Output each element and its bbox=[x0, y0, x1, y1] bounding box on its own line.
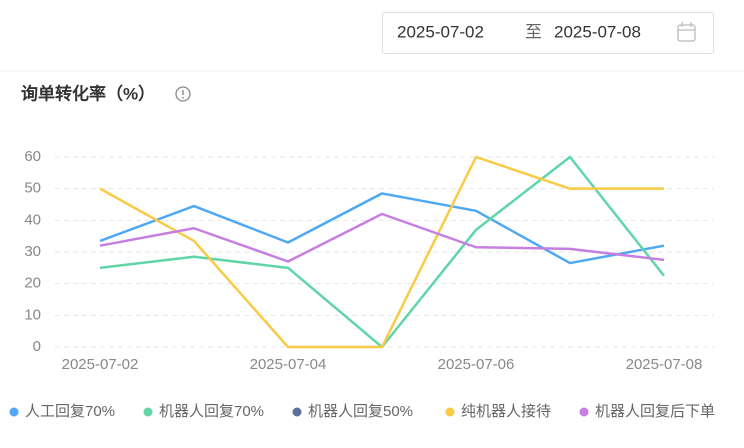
legend-label: 机器人回复后下单 bbox=[595, 402, 715, 420]
x-tick-label: 2025-07-04 bbox=[250, 356, 327, 373]
chart-title: 询单转化率（%） bbox=[21, 83, 155, 103]
legend-label: 人工回复70% bbox=[25, 402, 115, 420]
info-icon[interactable] bbox=[175, 86, 191, 102]
legend-dot bbox=[579, 407, 589, 417]
legend-dot bbox=[9, 407, 19, 417]
legend-dot bbox=[292, 407, 302, 417]
y-tick-label: 10 bbox=[24, 306, 41, 323]
legend-dot bbox=[445, 407, 455, 417]
legend-label: 纯机器人接待 bbox=[461, 403, 551, 420]
date-picker[interactable] bbox=[382, 12, 714, 54]
y-tick-label: 20 bbox=[24, 275, 41, 292]
legend-label: 机器人回复50% bbox=[308, 402, 413, 420]
end-date[interactable]: 2025-07-08 bbox=[554, 22, 641, 41]
y-tick-label: 30 bbox=[24, 243, 41, 260]
legend-label: 机器人回复70% bbox=[159, 402, 264, 420]
date-separator: 至 bbox=[525, 22, 542, 41]
y-tick-label: 50 bbox=[24, 180, 41, 197]
x-tick-label: 2025-07-06 bbox=[438, 356, 515, 373]
calendar-icon[interactable] bbox=[677, 22, 696, 42]
start-date[interactable]: 2025-07-02 bbox=[397, 22, 484, 41]
x-tick-label: 2025-07-02 bbox=[62, 356, 139, 373]
series-line bbox=[99, 212, 665, 263]
series-line bbox=[99, 155, 664, 349]
y-tick-label: 40 bbox=[24, 211, 41, 228]
x-tick-label: 2025-07-08 bbox=[626, 356, 703, 373]
series-line bbox=[99, 192, 665, 265]
legend-dot bbox=[143, 407, 153, 417]
y-tick-label: 0 bbox=[33, 338, 41, 355]
y-tick-label: 60 bbox=[24, 148, 41, 165]
